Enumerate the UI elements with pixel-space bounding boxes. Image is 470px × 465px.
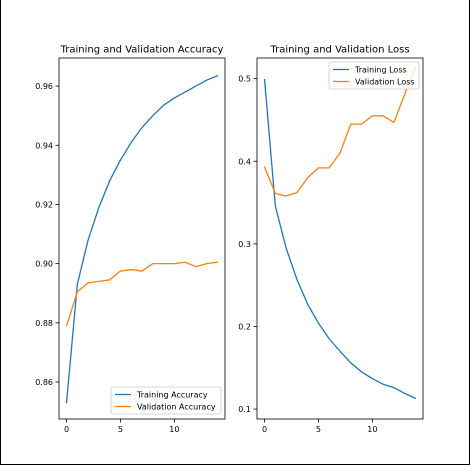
accuracy-legend-label-validation-accuracy: Validation Accuracy	[137, 403, 216, 412]
loss-panel: Training and Validation Loss 0.10.20.30.…	[238, 45, 424, 434]
accuracy-plot-frame	[58, 57, 226, 420]
accuracy-legend-label-training-accuracy: Training Accuracy	[136, 391, 208, 400]
loss-legend-label-training-loss: Training Loss	[354, 66, 407, 75]
accuracy-x-tick-label: 0	[64, 425, 69, 434]
accuracy-line-training-accuracy	[65, 75, 219, 404]
loss-chart-title: Training and Validation Loss	[269, 45, 409, 56]
loss-line-validation-loss	[263, 66, 417, 197]
accuracy-legend: Training Accuracy Validation Accuracy	[110, 386, 222, 415]
loss-x-tick-label: 10	[367, 425, 377, 434]
accuracy-y-tick-label: 0.86	[35, 378, 53, 387]
accuracy-y-tick-label: 0.90	[35, 260, 53, 269]
accuracy-y-tick-label: 0.88	[35, 319, 53, 328]
accuracy-x-tick-label: 5	[118, 425, 123, 434]
loss-x-tick-label: 0	[262, 425, 267, 434]
loss-y-tick-label: 0.1	[238, 405, 251, 414]
loss-line-training-loss	[263, 78, 417, 400]
loss-x-axis: 0 5 10	[262, 419, 377, 434]
loss-plot-frame	[256, 57, 424, 420]
accuracy-x-tick-label: 10	[169, 425, 179, 434]
loss-legend: Training Loss Validation Loss	[328, 61, 420, 90]
accuracy-panel: Training and Validation Accuracy 0.860.8…	[35, 45, 226, 434]
accuracy-y-tick-label: 0.94	[35, 141, 53, 150]
accuracy-chart-title: Training and Validation Accuracy	[60, 45, 224, 56]
accuracy-y-tick-label: 0.92	[35, 200, 53, 209]
accuracy-y-axis: 0.86 0.88 0.90 0.92 0.94 0.96	[35, 82, 59, 387]
loss-legend-label-validation-loss: Validation Loss	[355, 78, 415, 87]
loss-y-tick-label: 0.3	[238, 240, 251, 249]
accuracy-y-tick-label: 0.96	[35, 82, 53, 91]
loss-legend-box	[328, 61, 420, 90]
loss-y-axis: 0.1 0.2 0.3 0.4 0.5	[238, 75, 257, 414]
accuracy-x-axis: 0 5 10	[64, 419, 179, 434]
loss-y-tick-label: 0.4	[238, 157, 251, 166]
accuracy-series-group	[65, 75, 219, 404]
accuracy-legend-box	[110, 386, 222, 415]
loss-y-tick-label: 0.5	[238, 75, 251, 84]
loss-series-group	[263, 66, 417, 400]
accuracy-line-validation-accuracy	[65, 261, 219, 327]
loss-y-tick-label: 0.2	[238, 322, 251, 331]
loss-x-tick-label: 5	[316, 425, 321, 434]
